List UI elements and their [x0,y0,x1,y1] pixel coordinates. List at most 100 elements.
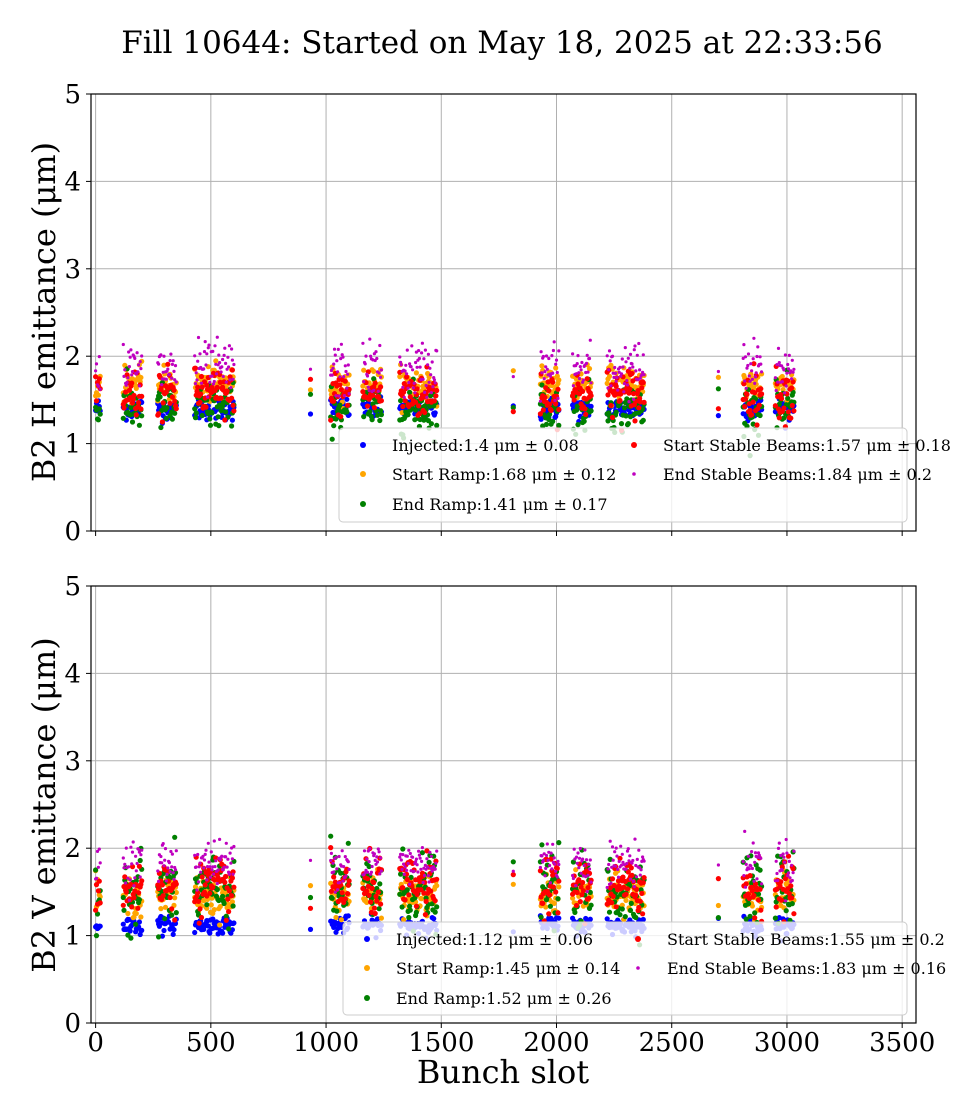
data-point [556,422,562,428]
series-4 [94,829,796,903]
data-point [156,885,162,892]
data-point [414,386,420,392]
data-point [196,359,200,363]
data-point [639,385,645,391]
data-point [611,388,617,394]
data-point [510,409,516,415]
data-point [571,352,575,356]
data-point [581,378,586,382]
data-point [543,904,549,910]
data-point [96,376,102,382]
data-point [375,855,379,859]
data-point [621,405,628,411]
data-point [619,844,623,848]
data-point [715,915,722,921]
data-point [623,897,629,904]
data-point [379,375,383,379]
data-point [546,858,550,862]
data-point [426,859,432,866]
data-point [344,409,350,415]
data-point [630,362,634,366]
data-point [411,855,415,859]
data-point [618,421,625,427]
data-point [308,858,313,863]
data-point [401,917,407,923]
data-point [550,418,556,424]
data-point [587,862,591,867]
data-point [780,364,784,368]
data-point [747,913,753,920]
data-point [548,863,552,868]
data-point [331,874,337,880]
data-point [790,377,794,381]
data-point [138,875,142,879]
data-point [399,858,403,862]
data-point [634,863,638,868]
data-point [421,880,425,885]
y-axis-label-h: B2 H emittance (μm) [25,142,63,482]
data-point [606,373,613,379]
data-point [199,870,203,874]
data-point [606,867,610,871]
data-point [214,859,218,863]
data-point [408,851,412,856]
data-point [97,411,103,417]
data-point [510,872,516,878]
data-point [578,846,582,851]
data-point [776,401,782,407]
data-point [752,910,758,916]
data-point [630,391,637,397]
data-point [401,385,405,389]
y-tick-label: 1 [64,430,81,460]
data-point [329,851,333,856]
legend-entry: Injected:1.4 μm ± 0.08 [392,436,579,455]
data-point [160,893,166,899]
data-point [588,858,592,862]
data-point [758,355,762,359]
legend-h: Injected:1.4 μm ± 0.08 Start Ramp:1.68 μm… [338,427,951,523]
data-point [627,414,634,420]
data-point [608,402,614,409]
data-point [372,910,378,917]
data-point [577,376,582,381]
data-point [552,856,556,860]
data-point [743,355,748,359]
data-point [415,365,419,369]
data-point [95,849,100,854]
data-point [134,372,138,376]
data-point [171,359,175,363]
data-point [127,865,131,869]
data-point [615,854,619,858]
data-point [223,913,229,919]
data-point [121,907,127,913]
data-point [226,909,232,915]
data-point [571,876,576,881]
data-point [624,360,628,364]
data-point [193,382,198,386]
data-point [422,912,428,918]
data-point [607,856,613,863]
data-point [128,881,134,887]
data-point [365,374,370,378]
data-point [419,850,425,856]
data-point [788,876,792,880]
data-point [620,852,624,856]
x-tick-label: 3500 [869,1028,935,1058]
data-point [407,903,413,909]
data-point [604,380,610,386]
data-point [610,845,615,849]
data-point [413,391,417,395]
data-point [627,859,631,863]
data-point [747,374,751,378]
x-tick-label: 500 [186,1028,236,1058]
data-point [749,362,753,366]
data-point [216,423,222,429]
data-point [139,853,143,857]
data-point [224,388,230,394]
data-point [422,409,428,416]
data-point [172,369,176,373]
data-point [792,849,796,853]
data-point [124,383,128,387]
data-point [215,882,219,886]
data-point [128,878,132,882]
